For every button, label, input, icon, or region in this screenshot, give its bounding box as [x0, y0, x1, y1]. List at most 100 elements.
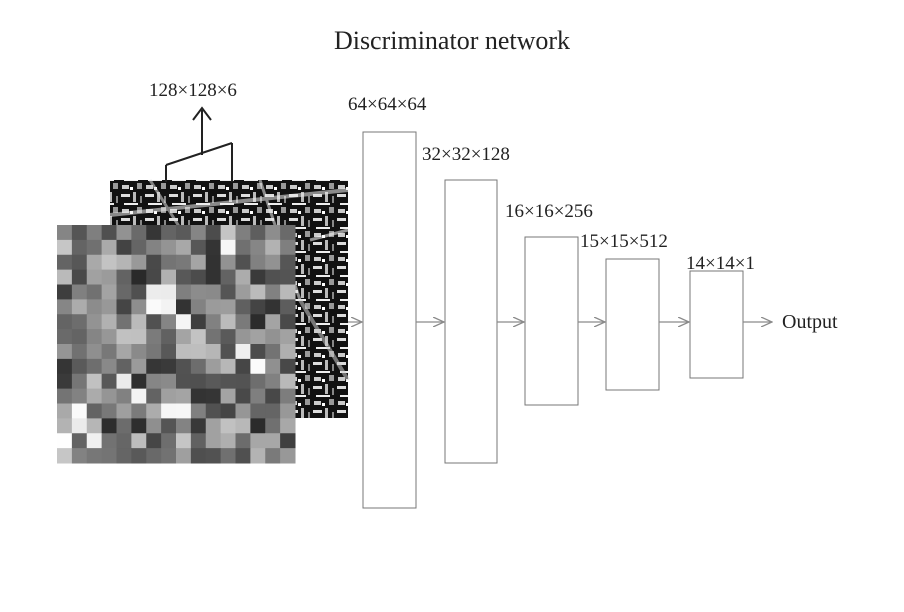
image-pixel — [190, 254, 207, 271]
image-pixel — [235, 403, 251, 419]
image-pixel — [161, 314, 177, 330]
image-pixel — [265, 284, 281, 300]
image-pixel — [190, 299, 207, 315]
image-pixel — [86, 314, 103, 330]
image-pixel — [205, 448, 222, 464]
image-pixel — [265, 418, 281, 434]
image-pixel — [250, 373, 266, 390]
image-pixel — [250, 284, 266, 300]
image-pixel — [161, 373, 177, 390]
image-pixel — [131, 418, 147, 434]
image-pixel — [265, 225, 281, 241]
image-pixel — [176, 388, 192, 405]
image-pixel — [71, 344, 88, 360]
image-pixel — [190, 448, 207, 464]
image-pixel — [205, 314, 222, 330]
image-pixel — [161, 329, 177, 345]
image-pixel — [131, 254, 147, 271]
image-pixel — [131, 239, 147, 256]
image-pixel — [176, 299, 192, 315]
image-pixel — [86, 254, 103, 271]
image-pixel — [146, 239, 162, 256]
image-pixel — [265, 433, 281, 449]
image-pixel — [101, 433, 118, 449]
image-pixel — [235, 299, 251, 315]
diagram-title: Discriminator network — [333, 26, 571, 55]
image-pixel — [131, 373, 147, 390]
image-pixel — [190, 314, 207, 330]
image-pixel — [131, 284, 147, 300]
image-pixel — [280, 284, 296, 300]
image-pixel — [86, 433, 103, 449]
image-pixel — [57, 329, 73, 345]
layer-box-5 — [689, 270, 744, 379]
image-pixel — [190, 418, 207, 434]
image-pixel — [161, 433, 177, 449]
image-pixel — [235, 373, 251, 390]
image-pixel — [190, 284, 207, 300]
image-pixel — [86, 239, 103, 256]
image-pixel — [116, 284, 132, 300]
image-pixel — [71, 373, 88, 390]
image-pixel — [161, 269, 177, 286]
image-pixel — [146, 433, 162, 449]
image-pixel — [131, 433, 147, 449]
layer-box-2 — [444, 179, 498, 464]
image-pixel — [220, 314, 237, 330]
image-pixel — [86, 373, 103, 390]
image-pixel — [265, 269, 281, 286]
image-pixel — [101, 344, 118, 360]
image-pixel — [57, 448, 73, 464]
image-pixel — [116, 433, 132, 449]
image-pixel — [205, 254, 222, 271]
image-pixel — [101, 284, 118, 300]
input-dimension-label: 128×128×6 — [149, 80, 237, 101]
image-pixel — [220, 358, 237, 375]
image-pixel — [86, 299, 103, 315]
image-pixel — [57, 299, 73, 315]
image-pixel — [250, 358, 266, 375]
image-pixel — [161, 225, 177, 241]
image-pixel — [161, 284, 177, 300]
image-pixel — [250, 433, 266, 449]
image-pixel — [57, 373, 73, 390]
image-pixel — [220, 239, 237, 256]
image-pixel — [220, 284, 237, 300]
image-pixel — [176, 433, 192, 449]
image-pixel — [265, 239, 281, 256]
image-pixel — [131, 403, 147, 419]
image-pixel — [86, 344, 103, 360]
image-pixel — [190, 239, 207, 256]
image-pixel — [280, 269, 296, 286]
image-pixel — [116, 239, 132, 256]
image-pixel — [190, 329, 207, 345]
image-pixel — [280, 299, 296, 315]
image-pixel — [205, 269, 222, 286]
image-pixel — [205, 433, 222, 449]
image-pixel — [280, 314, 296, 330]
image-pixel — [131, 344, 147, 360]
image-pixel — [250, 239, 266, 256]
image-pixel — [146, 358, 162, 375]
layer-3-label: 16×16×256 — [505, 201, 593, 222]
layer-5-label: 14×14×1 — [686, 253, 755, 274]
image-pixel — [116, 373, 132, 390]
image-pixel — [220, 299, 237, 315]
image-pixel — [146, 448, 162, 464]
image-pixel — [101, 448, 118, 464]
image-pixel — [250, 448, 266, 464]
image-pixel — [220, 329, 237, 345]
image-pixel — [116, 448, 132, 464]
image-pixel — [265, 299, 281, 315]
layer-2-label: 32×32×128 — [422, 144, 510, 165]
image-pixel — [116, 388, 132, 405]
image-pixel — [265, 373, 281, 390]
image-pixel — [101, 225, 118, 241]
image-pixel — [176, 448, 192, 464]
image-pixel — [235, 314, 251, 330]
image-pixel — [176, 254, 192, 271]
image-pixel — [57, 269, 73, 286]
image-pixel — [161, 418, 177, 434]
image-pixel — [86, 403, 103, 419]
